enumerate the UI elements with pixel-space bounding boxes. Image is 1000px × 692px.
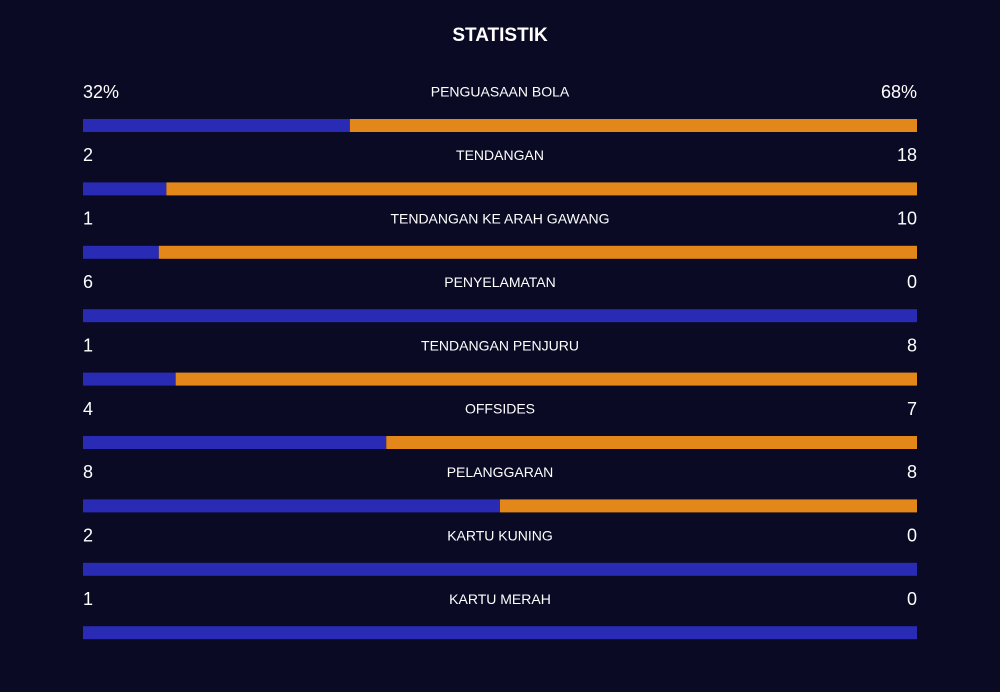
away-bar — [175, 372, 917, 386]
home-bar — [83, 372, 176, 386]
home-value: 4 — [83, 399, 93, 419]
stat-label: TENDANGAN PENJURU — [421, 337, 579, 353]
home-value: 2 — [83, 145, 93, 165]
home-value: 2 — [83, 526, 93, 546]
home-bar — [83, 562, 917, 576]
stat-label: PENYELAMATAN — [444, 274, 556, 290]
home-value: 8 — [83, 462, 93, 482]
away-bar — [158, 245, 917, 259]
home-value: 1 — [83, 209, 93, 229]
away-bar — [349, 119, 917, 132]
away-value: 7 — [907, 399, 917, 419]
away-value: 68% — [881, 82, 917, 102]
away-value: 8 — [907, 462, 917, 482]
away-value: 0 — [907, 589, 917, 609]
away-value: 10 — [897, 209, 917, 229]
home-value: 6 — [83, 272, 93, 292]
stat-label: KARTU KUNING — [447, 528, 553, 544]
away-value: 8 — [907, 335, 917, 355]
stat-label: PENGUASAAN BOLA — [431, 84, 570, 100]
home-bar — [83, 309, 917, 323]
home-bar — [83, 119, 350, 132]
home-value: 1 — [83, 589, 93, 609]
stat-label: TENDANGAN KE ARAH GAWANG — [390, 211, 609, 227]
away-value: 0 — [907, 272, 917, 292]
away-value: 0 — [907, 526, 917, 546]
stat-label: OFFSIDES — [465, 401, 535, 417]
away-bar — [166, 182, 917, 196]
stat-label: KARTU MERAH — [449, 591, 551, 607]
title: STATISTIK — [452, 25, 548, 46]
home-value: 32% — [83, 82, 119, 102]
home-bar — [83, 182, 167, 196]
stat-label: TENDANGAN — [456, 147, 544, 163]
away-bar — [386, 436, 918, 449]
home-bar — [83, 245, 159, 259]
home-bar — [83, 499, 500, 513]
home-value: 1 — [83, 335, 93, 355]
home-bar — [83, 436, 387, 449]
away-bar — [500, 499, 917, 513]
home-bar — [83, 626, 917, 640]
away-value: 18 — [897, 145, 917, 165]
stat-label: PELANGGARAN — [447, 464, 554, 480]
